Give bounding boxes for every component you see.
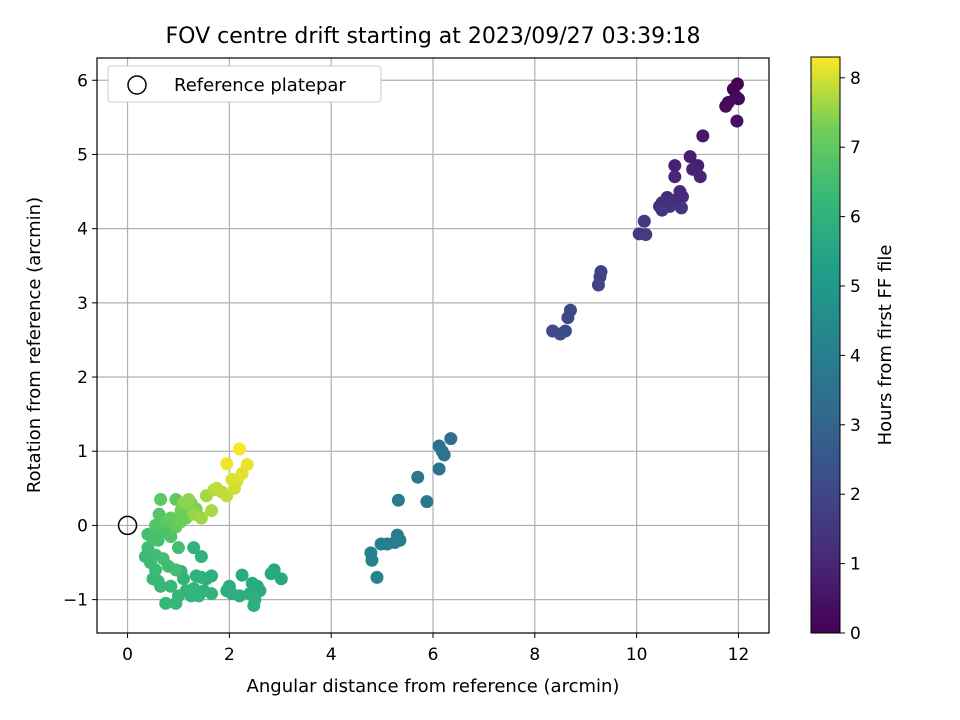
y-tick-label: 0 — [77, 516, 88, 536]
x-axis-ticks: 0 2 4 6 8 10 12 — [122, 633, 749, 665]
data-point — [235, 568, 249, 582]
grid-lines — [97, 58, 769, 633]
data-point — [674, 201, 688, 215]
data-point — [683, 150, 697, 164]
data-point — [719, 99, 733, 113]
x-tick-label: 12 — [728, 645, 750, 665]
colorbar-tick-label: 1 — [850, 555, 861, 575]
data-point — [411, 470, 425, 484]
x-tick-label: 4 — [326, 645, 337, 665]
data-point — [365, 553, 379, 567]
y-tick-label: 3 — [77, 294, 88, 314]
data-point — [444, 432, 458, 446]
data-point — [675, 190, 689, 204]
legend: Reference platepar — [107, 65, 382, 103]
x-tick-label: 8 — [529, 645, 540, 665]
data-point — [205, 504, 219, 518]
data-point — [169, 563, 183, 577]
data-point — [240, 458, 254, 472]
colorbar-tick-label: 4 — [850, 346, 861, 366]
data-point — [437, 448, 451, 462]
colorbar — [810, 56, 841, 634]
y-tick-label: −1 — [63, 591, 88, 611]
colorbar-tick-label: 6 — [850, 208, 861, 228]
y-tick-label: 6 — [77, 71, 88, 91]
y-tick-label: 2 — [77, 368, 88, 388]
colorbar-tick-label: 7 — [850, 138, 861, 158]
data-point — [668, 170, 682, 184]
data-point — [639, 228, 653, 242]
colorbar-tick-label: 5 — [850, 277, 861, 297]
data-point — [220, 457, 234, 471]
y-tick-label: 1 — [77, 442, 88, 462]
data-point — [591, 278, 605, 292]
data-point — [561, 311, 575, 325]
legend-marker-reference — [127, 75, 147, 95]
data-point — [696, 129, 710, 143]
legend-box — [107, 65, 382, 103]
colorbar-tick-label: 3 — [850, 416, 861, 436]
data-point — [374, 537, 388, 551]
x-tick-label: 2 — [224, 645, 235, 665]
colorbar-label: Hours from first FF file — [875, 245, 896, 446]
data-point — [420, 495, 434, 509]
data-point — [730, 114, 744, 128]
chart-title: FOV centre drift starting at 2023/09/27 … — [166, 24, 701, 49]
data-point — [154, 492, 168, 506]
data-point — [194, 550, 208, 564]
legend-label-reference: Reference platepar — [174, 75, 346, 96]
data-point — [432, 462, 446, 476]
colorbar-tick-label: 8 — [850, 69, 861, 89]
data-point — [264, 567, 278, 581]
data-point — [693, 170, 707, 184]
scatter-points — [138, 77, 745, 613]
data-point — [169, 596, 183, 610]
colorbar-tick-label: 2 — [850, 485, 861, 505]
y-tick-label: 4 — [77, 220, 88, 240]
data-point — [247, 599, 261, 613]
colorbar-tick-label: 0 — [850, 624, 861, 644]
data-point — [233, 442, 247, 456]
x-axis-label: Angular distance from reference (arcmin) — [247, 676, 620, 697]
data-point — [171, 541, 185, 555]
data-point — [149, 518, 163, 532]
data-point — [182, 492, 196, 506]
reference-platepar-marker — [117, 515, 138, 536]
data-point — [225, 587, 239, 601]
data-point — [210, 481, 224, 495]
data-point — [189, 569, 203, 583]
x-tick-label: 6 — [428, 645, 439, 665]
data-point — [668, 159, 682, 173]
y-tick-label: 5 — [77, 145, 88, 165]
x-tick-label: 10 — [626, 645, 648, 665]
data-point — [553, 327, 567, 341]
data-point — [164, 530, 178, 544]
data-point — [194, 511, 208, 525]
y-axis-label: Rotation from reference (arcmin) — [24, 197, 45, 493]
data-point — [274, 572, 288, 586]
data-point — [164, 579, 178, 593]
data-point — [731, 92, 745, 106]
colorbar-ticks: 0 1 2 3 4 5 6 7 8 — [840, 69, 861, 644]
x-tick-label: 0 — [122, 645, 133, 665]
data-point — [637, 214, 651, 228]
data-point — [159, 596, 173, 610]
data-point — [655, 203, 669, 217]
y-axis-ticks: −1 0 1 2 3 4 5 6 — [63, 71, 97, 611]
data-point — [391, 493, 405, 507]
data-point — [370, 570, 384, 584]
data-point — [187, 541, 201, 555]
data-point — [225, 472, 239, 486]
